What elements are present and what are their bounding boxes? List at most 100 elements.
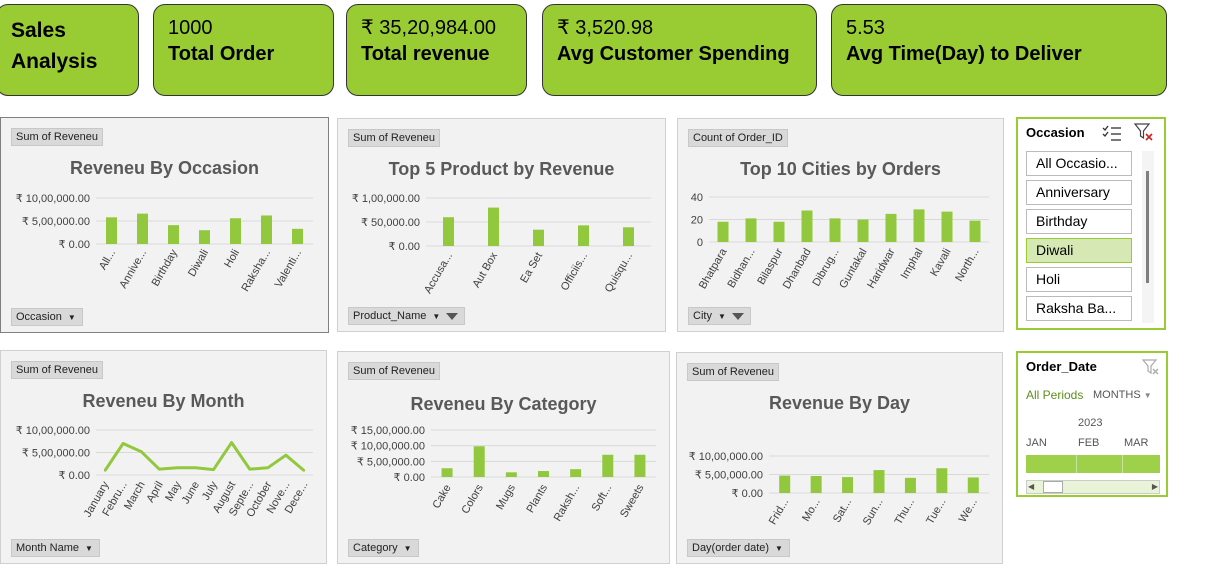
- y-tick-label: ₹ 50,000.00: [361, 217, 420, 229]
- x-tick-label: Sat...: [831, 497, 854, 525]
- timeline-bar[interactable]: [1026, 455, 1160, 473]
- clear-filter-icon[interactable]: [1134, 123, 1154, 142]
- y-tick-label: ₹ 0.00: [732, 488, 763, 500]
- chart-title: Revenue By Day: [768, 393, 911, 413]
- chevron-down-icon: ▼: [84, 543, 93, 553]
- data-point: [212, 468, 215, 471]
- data-point: [121, 442, 125, 445]
- data-point: [230, 441, 233, 444]
- chevron-down-icon: ▼: [775, 543, 783, 553]
- bar: [533, 229, 544, 246]
- kpi-title-card: Sales Analysis: [0, 4, 139, 96]
- chart-plot: 02040BhatparaBidhan...BilaspurDhanbadDib…: [691, 192, 989, 291]
- value-field-pill[interactable]: Sum of Reveneu: [11, 361, 103, 379]
- chart-top-cities[interactable]: 0 20 40 Bhatpara Bidhan... Bilaspur Dhanbad Dib…: [677, 118, 1004, 332]
- field-label: Occasion: [16, 311, 62, 323]
- bar: [168, 225, 179, 244]
- slicer-item[interactable]: Birthday: [1026, 209, 1132, 234]
- x-tick-label: Dibrug...: [810, 247, 841, 289]
- bar: [488, 207, 499, 246]
- bar: [292, 228, 303, 244]
- bar: [578, 225, 589, 246]
- value-field-pill[interactable]: Sum of Reveneu: [11, 128, 103, 146]
- y-tick-label: ₹ 10,00,000.00: [16, 193, 90, 205]
- axis-field-button[interactable]: Product_Name ▼: [348, 307, 466, 325]
- bar: [779, 475, 791, 493]
- kpi-avg-delivery: 5.53 Avg Time(Day) to Deliver: [831, 4, 1167, 96]
- slicer-item[interactable]: Holi: [1026, 267, 1132, 292]
- scroll-left-icon[interactable]: ◀: [1028, 482, 1035, 491]
- y-tick-label: ₹ 10,00,000.00: [16, 425, 90, 437]
- y-tick-label: ₹ 5,00,000.00: [695, 470, 763, 482]
- y-tick-label: 20: [691, 215, 703, 227]
- chart-revenue-by-category[interactable]: ₹ 0.00 ₹ 5,00,000.00 ₹ 10,00,000.00 ₹ 15,00…: [337, 351, 670, 564]
- x-tick-label: Ea Set: [518, 251, 545, 286]
- field-label: Month Name: [16, 542, 79, 554]
- all-periods-label[interactable]: All Periods: [1026, 388, 1084, 402]
- chart-title: Top 5 Product by Revenue: [388, 159, 615, 179]
- chart-revenue-by-occasion[interactable]: ₹ 0.00 ₹ 5,00,000.00 ₹ 10,00,000.00 All... A…: [0, 117, 329, 333]
- occasion-slicer[interactable]: Occasion All Occasio... Anniversary Birthd…: [1016, 117, 1166, 330]
- bar: [913, 209, 925, 242]
- x-tick-label: Mugs: [494, 482, 518, 512]
- time-level-dropdown[interactable]: MONTHS ▼: [1093, 389, 1152, 401]
- value-field-pill[interactable]: Count of Order_ID: [688, 129, 788, 147]
- chart-title: Reveneu By Occasion: [69, 158, 260, 178]
- filter-icon: [731, 312, 744, 320]
- slicer-scrollbar[interactable]: [1142, 151, 1154, 323]
- kpi-label: Avg Time(Day) to Deliver: [846, 43, 1082, 65]
- chart-revenue-by-day[interactable]: ₹ 0.00 ₹ 5,00,000.00 ₹ 10,00,000.00 Frid...…: [676, 352, 1003, 564]
- x-tick-label: Quisqu...: [603, 251, 635, 295]
- x-tick-label: Holi: [222, 248, 242, 270]
- chart-top-products[interactable]: ₹ 0.00 ₹ 50,000.00 ₹ 1,00,000.00 Accusa... A…: [337, 118, 666, 332]
- bar: [936, 468, 948, 493]
- kpi-value: ₹ 3,520.98: [557, 17, 654, 39]
- bar: [969, 220, 981, 242]
- x-tick-label: Birthday: [150, 247, 181, 288]
- axis-field-button[interactable]: Day(order date) ▼: [687, 539, 790, 557]
- chart-title: Top 10 Cities by Orders: [740, 159, 941, 179]
- kpi-label: Total revenue: [361, 43, 490, 65]
- bar: [106, 217, 117, 244]
- slicer-item[interactable]: Raksha Ba...: [1026, 296, 1132, 321]
- x-tick-label: All...: [97, 248, 118, 273]
- chart-revenue-by-month[interactable]: ₹ 0.00 ₹ 5,00,000.00 ₹ 10,00,000.00 January…: [0, 350, 327, 564]
- scroll-right-icon[interactable]: ▶: [1151, 482, 1158, 491]
- slicer-item[interactable]: All Occasio...: [1026, 151, 1132, 176]
- value-field-pill[interactable]: Sum of Reveneu: [348, 362, 440, 380]
- data-point: [194, 466, 197, 469]
- value-field-pill[interactable]: Sum of Reveneu: [348, 129, 440, 147]
- bar: [857, 219, 869, 242]
- bar: [773, 221, 785, 242]
- scroll-thumb[interactable]: [1146, 171, 1149, 283]
- bar: [634, 454, 646, 477]
- order-date-timeline[interactable]: Order_Date All Periods MONTHS ▼ 2023 JAN…: [1016, 351, 1168, 497]
- x-tick-label: Accusa...: [422, 251, 455, 296]
- bar: [717, 221, 729, 242]
- bar: [199, 230, 210, 244]
- x-tick-label: Annive...: [117, 248, 149, 291]
- multi-select-icon[interactable]: [1102, 125, 1122, 142]
- clear-filter-icon[interactable]: [1142, 359, 1160, 376]
- axis-field-button[interactable]: Category ▼: [348, 539, 419, 557]
- x-tick-label: Cake: [430, 483, 453, 511]
- bar: [570, 469, 582, 477]
- axis-field-button[interactable]: Month Name ▼: [11, 539, 100, 557]
- x-tick-label: Mo...: [800, 497, 823, 524]
- slicer-item[interactable]: Diwali: [1026, 238, 1132, 263]
- axis-field-button[interactable]: City ▼: [688, 307, 751, 325]
- data-point: [140, 450, 143, 453]
- data-point: [176, 466, 179, 469]
- month-label: JAN: [1026, 437, 1047, 449]
- filter-icon: [446, 312, 459, 320]
- axis-field-button[interactable]: Occasion ▼: [11, 308, 83, 326]
- value-field-pill[interactable]: Sum of Reveneu: [687, 363, 779, 381]
- x-tick-label: Raksha...: [239, 248, 273, 294]
- kpi-total-revenue: ₹ 35,20,984.00 Total revenue: [346, 4, 527, 96]
- data-point: [266, 466, 269, 469]
- timeline-scrollbar[interactable]: ◀ ▶: [1026, 480, 1160, 494]
- slicer-item[interactable]: Anniversary: [1026, 180, 1132, 205]
- scroll-thumb[interactable]: [1043, 481, 1063, 493]
- data-point: [158, 467, 161, 471]
- bar: [505, 472, 517, 477]
